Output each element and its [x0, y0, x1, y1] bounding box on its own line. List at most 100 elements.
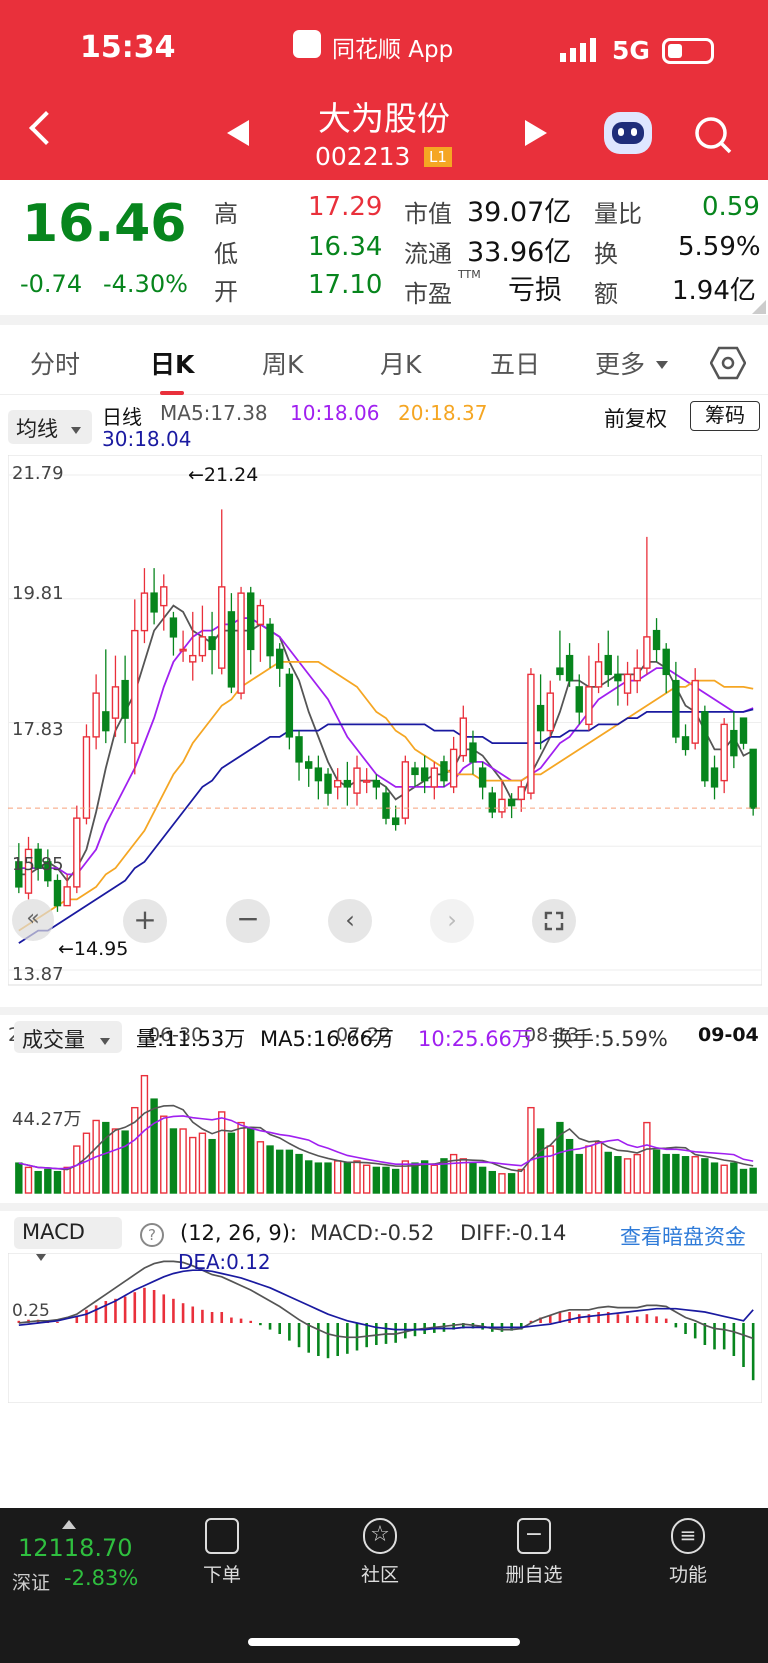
date-label-4: 08-13 — [524, 1024, 579, 1045]
volume-bar — [24, 1166, 33, 1194]
search-icon[interactable] — [694, 116, 732, 154]
expand-corner-icon[interactable] — [752, 300, 766, 314]
tab-weekly-k[interactable]: 周K — [262, 350, 304, 379]
zoom-out-button[interactable]: − — [226, 899, 270, 943]
candle-body — [111, 686, 120, 719]
nav-remove-watchlist[interactable]: − 删自选 — [484, 1518, 584, 1587]
volume-bar — [411, 1162, 419, 1194]
prev-stock-icon[interactable] — [227, 120, 249, 146]
volratio-label: 量比 — [594, 200, 642, 228]
volume-chart[interactable]: 44.27万 — [8, 1063, 762, 1203]
help-icon[interactable]: ? — [140, 1223, 164, 1247]
volume-bar — [169, 1128, 178, 1194]
active-tab-indicator — [160, 391, 184, 395]
amount-value: 1.94亿 — [672, 276, 756, 306]
index-value[interactable]: 12118.70 — [18, 1534, 133, 1562]
candle-body — [469, 742, 477, 763]
current-price: 16.46 — [22, 194, 187, 254]
volume-bar — [440, 1158, 448, 1194]
volume-bar — [672, 1153, 680, 1194]
candle-body — [343, 779, 352, 788]
macd-selector[interactable]: MACD — [14, 1217, 122, 1261]
candle-body — [314, 767, 323, 782]
candle-body — [305, 761, 313, 769]
dark-pool-link[interactable]: 查看暗盘资金 — [620, 1225, 746, 1249]
date-label-2: 06-30 — [148, 1024, 203, 1045]
price-label-bottom: 13.87 — [12, 964, 64, 985]
candle-body — [140, 592, 149, 632]
next-stock-icon[interactable] — [525, 120, 547, 146]
volume-bar — [198, 1132, 207, 1194]
nav-community[interactable]: ☆ 社区 — [330, 1518, 430, 1587]
macd-selector-label: MACD — [22, 1220, 85, 1244]
period-label: 日线 — [102, 405, 142, 429]
float-label: 流通 — [404, 240, 452, 268]
adjust-label[interactable]: 前复权 — [604, 407, 667, 431]
volume-divider — [0, 1007, 768, 1015]
volume-bar — [295, 1153, 303, 1194]
volume-bar — [469, 1162, 477, 1194]
candle-body — [333, 779, 342, 788]
volume-turnover: 换手:5.59% — [552, 1027, 668, 1051]
volume-bar — [53, 1170, 62, 1194]
zoom-in-button[interactable]: + — [123, 899, 167, 943]
volume-bar — [536, 1128, 545, 1194]
price-label-top: 21.79 — [12, 463, 64, 484]
order-icon — [205, 1518, 239, 1554]
quote-panel: 16.46 -0.74 -4.30% 高 17.29 低 16.34 开 17.… — [0, 180, 768, 315]
volume-bar — [527, 1106, 535, 1194]
tab-daily-k[interactable]: 日K — [150, 350, 195, 379]
volume-bar — [324, 1162, 332, 1194]
candle-body — [478, 767, 487, 788]
kline-chart[interactable]: 21.79 19.81 17.83 15.85 13.87 ←21.24 ←14… — [8, 455, 762, 1045]
tab-monthly-k[interactable]: 月K — [380, 350, 422, 379]
chips-button[interactable]: 筹码 — [690, 401, 760, 431]
nav-order[interactable]: 下单 — [172, 1518, 272, 1587]
ma-selector[interactable]: 均线 — [8, 410, 92, 444]
tab-timeshare[interactable]: 分时 — [30, 350, 81, 379]
dif-line — [18, 1260, 754, 1340]
candle-body — [382, 792, 390, 819]
pan-left-button[interactable]: ‹ — [328, 899, 372, 943]
tab-more[interactable]: 更多 — [595, 350, 646, 379]
nav-functions[interactable]: ≡ 功能 — [638, 1518, 738, 1587]
tab-five-day[interactable]: 五日 — [490, 350, 541, 379]
candle-body — [44, 861, 52, 882]
candle-body — [391, 817, 400, 826]
volume-bar — [140, 1074, 149, 1194]
robot-assistant-icon[interactable] — [604, 112, 652, 154]
scroll-left-button[interactable]: « — [12, 899, 54, 941]
candle-body — [623, 673, 632, 694]
candle-body — [63, 886, 71, 907]
macd-axis-label: 0.25 — [12, 1301, 50, 1321]
volume-bar — [150, 1098, 158, 1194]
candle-body — [208, 636, 216, 651]
network-label: 5G — [612, 36, 650, 65]
volume-bar — [111, 1128, 120, 1194]
candle-body — [710, 767, 719, 788]
ma-line-ma20 — [18, 660, 754, 932]
volume-selector[interactable]: 成交量 — [14, 1021, 122, 1053]
candle-body — [73, 817, 81, 888]
volume-bar — [353, 1160, 361, 1194]
candle-body — [420, 767, 429, 782]
divider — [0, 315, 768, 325]
candle-body — [169, 617, 178, 638]
back-icon[interactable] — [29, 111, 63, 145]
fullscreen-button[interactable] — [532, 899, 576, 943]
candle-body — [449, 748, 458, 788]
volume-bar — [208, 1138, 216, 1194]
macd-chart[interactable]: DEA:0.12 0.25 — [8, 1253, 762, 1403]
volume-bar — [585, 1145, 593, 1194]
home-indicator — [248, 1638, 520, 1646]
volume-bar — [488, 1170, 496, 1194]
candle-body — [594, 661, 603, 688]
nav-remove-watchlist-label: 删自选 — [505, 1564, 563, 1586]
volume-bar — [34, 1170, 42, 1194]
pan-right-button[interactable]: › — [430, 899, 474, 943]
turnover-value: 5.59% — [678, 232, 761, 262]
volume-bar — [614, 1156, 622, 1194]
settings-hexagon-icon[interactable] — [709, 345, 747, 381]
mktcap-value: 39.07亿 — [467, 197, 572, 228]
pe-value: 亏损 — [508, 275, 562, 306]
